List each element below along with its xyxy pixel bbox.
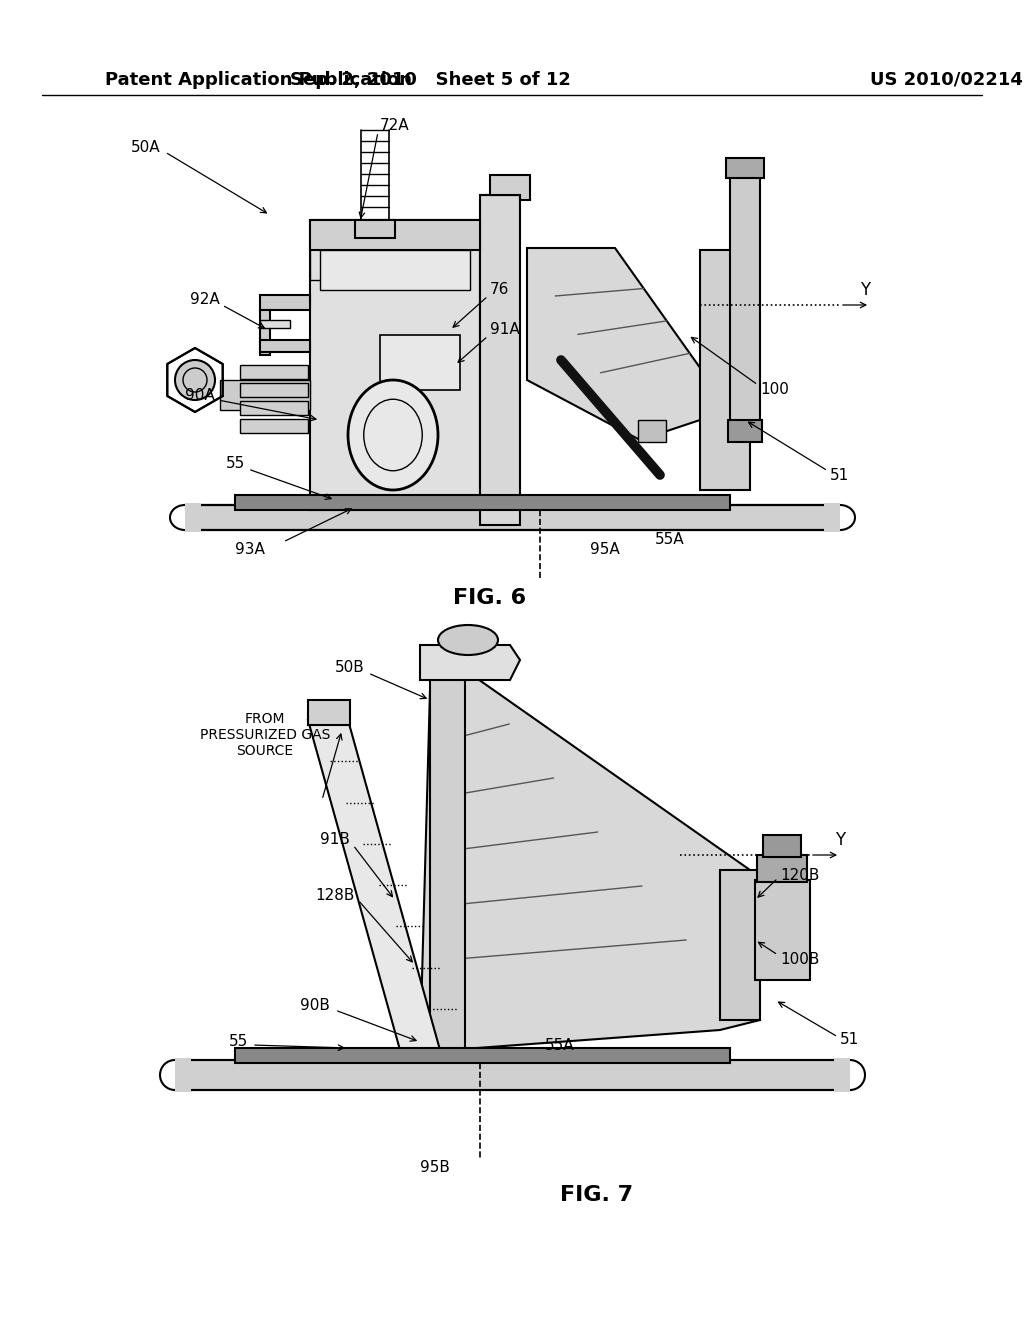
Text: 55A: 55A <box>545 1038 574 1052</box>
Polygon shape <box>728 420 762 442</box>
Polygon shape <box>430 660 465 1060</box>
Text: 51: 51 <box>840 1032 859 1048</box>
Text: 120B: 120B <box>780 867 819 883</box>
Text: 55: 55 <box>225 455 245 470</box>
Polygon shape <box>234 1048 730 1063</box>
Polygon shape <box>527 248 730 440</box>
Polygon shape <box>763 836 801 857</box>
Polygon shape <box>234 495 730 510</box>
Text: FROM
PRESSURIZED GAS
SOURCE: FROM PRESSURIZED GAS SOURCE <box>200 711 330 758</box>
Polygon shape <box>185 506 840 531</box>
Text: 55: 55 <box>228 1035 248 1049</box>
Polygon shape <box>260 294 310 310</box>
Text: 100: 100 <box>760 383 788 397</box>
Text: 91B: 91B <box>321 833 350 847</box>
Text: 95B: 95B <box>420 1160 450 1176</box>
Polygon shape <box>240 401 308 414</box>
Ellipse shape <box>438 624 498 655</box>
Polygon shape <box>720 870 760 1020</box>
Text: 90A: 90A <box>185 388 215 403</box>
Polygon shape <box>175 1059 191 1092</box>
Polygon shape <box>755 880 810 979</box>
Text: 51: 51 <box>830 467 849 483</box>
Text: Y: Y <box>835 832 845 849</box>
Polygon shape <box>319 249 470 290</box>
Ellipse shape <box>175 360 215 400</box>
Text: 76: 76 <box>490 282 509 297</box>
Polygon shape <box>310 220 430 280</box>
Text: FIG. 6: FIG. 6 <box>454 587 526 609</box>
Polygon shape <box>700 249 750 490</box>
Text: 55A: 55A <box>655 532 685 548</box>
Polygon shape <box>480 195 520 525</box>
Polygon shape <box>240 383 308 397</box>
Polygon shape <box>310 220 480 510</box>
Polygon shape <box>420 671 760 1049</box>
Polygon shape <box>730 176 760 440</box>
Text: 50A: 50A <box>130 140 160 156</box>
Text: Sep. 2, 2010   Sheet 5 of 12: Sep. 2, 2010 Sheet 5 of 12 <box>290 71 570 88</box>
Polygon shape <box>420 645 520 680</box>
Polygon shape <box>260 341 310 352</box>
Polygon shape <box>490 176 530 201</box>
Text: Patent Application Publication: Patent Application Publication <box>105 71 412 88</box>
Polygon shape <box>380 335 460 389</box>
Polygon shape <box>220 380 310 411</box>
Polygon shape <box>824 503 840 532</box>
Text: 50B: 50B <box>335 660 365 676</box>
Polygon shape <box>240 418 308 433</box>
Text: 95A: 95A <box>590 543 620 557</box>
Text: Y: Y <box>860 281 870 300</box>
Polygon shape <box>355 220 395 238</box>
Polygon shape <box>726 158 764 178</box>
Polygon shape <box>260 319 290 327</box>
Polygon shape <box>308 700 350 725</box>
Text: 128B: 128B <box>315 887 355 903</box>
Polygon shape <box>430 649 465 671</box>
Polygon shape <box>757 855 807 882</box>
Text: 90B: 90B <box>300 998 330 1012</box>
Polygon shape <box>834 1059 850 1092</box>
Ellipse shape <box>348 380 438 490</box>
Polygon shape <box>240 366 308 379</box>
Polygon shape <box>310 220 480 249</box>
Text: US 2010/0221434 A1: US 2010/0221434 A1 <box>870 71 1024 88</box>
Polygon shape <box>260 310 270 355</box>
Text: 100B: 100B <box>780 953 819 968</box>
Text: 72A: 72A <box>380 117 410 132</box>
Text: FIG. 7: FIG. 7 <box>560 1185 633 1205</box>
Text: 91A: 91A <box>490 322 520 338</box>
Polygon shape <box>175 1060 850 1090</box>
Polygon shape <box>185 503 201 532</box>
Polygon shape <box>638 420 666 442</box>
Polygon shape <box>308 719 440 1049</box>
Text: 93A: 93A <box>236 543 265 557</box>
Text: 92A: 92A <box>190 293 220 308</box>
